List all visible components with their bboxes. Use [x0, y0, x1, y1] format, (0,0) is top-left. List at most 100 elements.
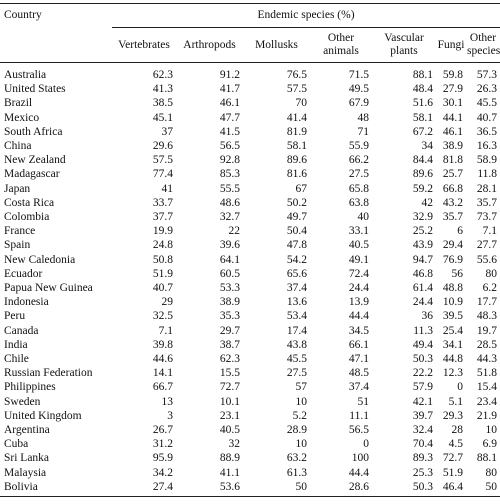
- value-cell: 24.8: [152, 239, 173, 252]
- value-cell: 60.5: [219, 267, 240, 280]
- value-cell: 53.4: [286, 310, 307, 323]
- table-row: Costa Rica 33.7 48.6 50.2 63.8 42 43.2 35.7: [0, 196, 500, 210]
- value-cell: 44.6: [152, 353, 173, 366]
- value-cell: 5.2: [292, 409, 307, 422]
- value-cell: 22: [228, 225, 241, 238]
- value-cell: 43.2: [442, 196, 463, 209]
- table-row: France 19.9 22 50.4 33.1 25.2 6 7.1: [0, 224, 500, 238]
- value-cell: 38.7: [219, 338, 240, 351]
- value-cell: 15.4: [476, 381, 498, 394]
- value-cell: 67: [295, 182, 308, 195]
- value-cell: 49.7: [286, 211, 307, 224]
- value-cell: 48: [357, 111, 370, 124]
- value-cell: 80: [485, 267, 498, 280]
- value-cell: 72.7: [219, 381, 240, 394]
- value-cell: 6.9: [482, 438, 498, 451]
- value-cell: 29: [161, 296, 174, 309]
- country-name: Chile: [4, 353, 29, 366]
- value-cell: 28: [451, 424, 464, 437]
- value-cell: 39.6: [219, 239, 240, 252]
- value-cell: 27.4: [152, 480, 173, 493]
- value-cell: 56.5: [219, 140, 240, 153]
- country-name: Papua New Guinea: [4, 282, 93, 295]
- value-cell: 10: [295, 438, 308, 451]
- value-cell: 0: [363, 438, 369, 451]
- value-cell: 61.3: [286, 466, 307, 479]
- value-cell: 61.4: [412, 282, 433, 295]
- value-cell: 48.3: [476, 310, 498, 323]
- value-cell: 57.3: [476, 69, 498, 81]
- country-name: New Caledonia: [4, 253, 76, 266]
- value-cell: 54.2: [286, 253, 307, 266]
- value-cell: 88.1: [476, 452, 498, 465]
- value-cell: 10: [295, 395, 308, 408]
- value-cell: 26.7: [152, 424, 173, 437]
- country-name: Indonesia: [4, 296, 49, 309]
- value-cell: 17.4: [286, 324, 307, 337]
- value-cell: 7.1: [158, 324, 173, 337]
- value-cell: 48.5: [348, 367, 369, 380]
- table-row: Brazil 38.5 46.1 70 67.9 51.6 30.1 45.5: [0, 96, 500, 110]
- country-name: New Zealand: [4, 154, 66, 167]
- column-header: Fungi: [436, 27, 466, 63]
- value-cell: 72.4: [348, 267, 369, 280]
- value-cell: 43.8: [286, 338, 307, 351]
- country-name: Malaysia: [4, 466, 47, 479]
- table-row: Peru 32.5 35.3 53.4 44.4 36 39.5 48.3: [0, 309, 500, 323]
- endemic-table: Country Endemic species (%) Vertebrates A…: [0, 3, 500, 498]
- country-name: Madagascar: [4, 168, 60, 181]
- column-header: Vascular plants: [372, 27, 436, 63]
- country-name: United States: [4, 83, 66, 96]
- table-row: Spain 24.8 39.6 47.8 40.5 43.9 29.4 27.7: [0, 238, 500, 252]
- table-row: Sweden 13 10.1 10 51 42.1 5.1 23.4: [0, 395, 500, 409]
- value-cell: 29.3: [442, 409, 463, 422]
- value-cell: 13.9: [348, 296, 369, 309]
- table-row: Russian Federation 14.1 15.5 27.5 48.5 22.2 12…: [0, 366, 500, 380]
- value-cell: 49.5: [348, 83, 369, 96]
- value-cell: 34.2: [152, 466, 173, 479]
- country-name: Australia: [4, 69, 47, 81]
- table-row: Canada 7.1 29.7 17.4 34.5 11.3 25.4 19.7: [0, 324, 500, 338]
- table-row: Indonesia 29 38.9 13.6 13.9 24.4 10.9 17.7: [0, 295, 500, 309]
- value-cell: 32: [228, 438, 241, 451]
- country-name: Sweden: [4, 395, 41, 408]
- value-cell: 56: [451, 267, 464, 280]
- country-name: Peru: [4, 310, 26, 323]
- value-cell: 50.3: [412, 480, 433, 493]
- value-cell: 71.5: [348, 69, 369, 81]
- value-cell: 37: [161, 125, 174, 138]
- value-cell: 48.8: [442, 282, 463, 295]
- table-row: Argentina 26.7 40.5 28.9 56.5 32.4 28 10: [0, 423, 500, 437]
- table-row: Papua New Guinea 40.7 53.3 37.4 24.4 61.4 48.8…: [0, 281, 500, 295]
- value-cell: 11.3: [413, 324, 433, 337]
- value-cell: 28.5: [476, 338, 498, 351]
- country-name: Bolivia: [4, 480, 38, 493]
- value-cell: 46.8: [412, 267, 433, 280]
- value-cell: 23.1: [219, 409, 240, 422]
- value-cell: 13: [161, 395, 174, 408]
- value-cell: 3: [167, 409, 173, 422]
- value-cell: 62.3: [219, 353, 240, 366]
- value-cell: 44.4: [348, 466, 369, 479]
- value-cell: 34.5: [348, 324, 369, 337]
- column-header: Other animals: [310, 27, 372, 63]
- value-cell: 63.8: [348, 196, 369, 209]
- country-name: Ecuador: [4, 267, 43, 280]
- table-row: Cuba 31.2 32 10 0 70.4 4.5 6.9: [0, 437, 500, 451]
- value-cell: 35.7: [442, 211, 463, 224]
- value-cell: 91.2: [219, 69, 240, 81]
- group-header: Endemic species (%): [112, 3, 500, 28]
- value-cell: 77.4: [152, 168, 173, 181]
- value-cell: 50.4: [286, 225, 307, 238]
- value-cell: 36: [421, 310, 434, 323]
- value-cell: 46.4: [442, 480, 463, 493]
- value-cell: 40.5: [348, 239, 369, 252]
- value-cell: 55.5: [219, 182, 240, 195]
- value-cell: 28.9: [286, 424, 307, 437]
- country-header: Country: [0, 3, 112, 63]
- value-cell: 11.8: [477, 168, 498, 181]
- value-cell: 67.9: [348, 97, 369, 110]
- value-cell: 28.1: [476, 182, 498, 195]
- value-cell: 38.9: [219, 296, 240, 309]
- value-cell: 16.3: [476, 140, 498, 153]
